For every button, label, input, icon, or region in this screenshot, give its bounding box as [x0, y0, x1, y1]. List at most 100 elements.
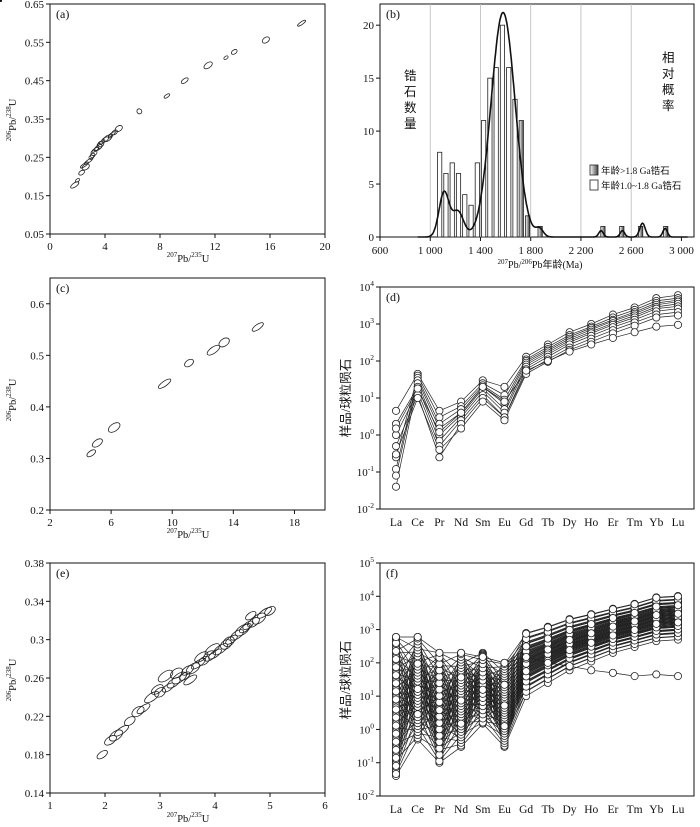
- panel-c-y-axis-label: 206Pb/238U: [5, 378, 19, 421]
- y-tick-label: 0.3: [30, 453, 44, 465]
- series-point: [391, 737, 400, 746]
- panel-e-ticks: 1 2 3 4 5 6 0.14 0.18 0.22 0.26 0.3 0.34 0.38: [25, 558, 329, 812]
- x-tick-label: 10: [167, 517, 179, 529]
- series-point: [674, 601, 683, 610]
- series-point: [630, 625, 639, 634]
- y-tick-label: 10-1: [357, 755, 374, 770]
- x-tick-label: 20: [320, 241, 332, 253]
- x-tick-label: Nd: [454, 804, 468, 816]
- panel-a: (a) 0 4 8 12 16 20 0.05 0.15 0.25 0.35 0.45 0.55 0.6…: [0, 0, 331, 265]
- y-tick-label: 0.15: [25, 191, 45, 203]
- y-tick-label: 104: [359, 588, 374, 603]
- ellipse-point: [183, 674, 198, 686]
- series-point: [543, 623, 552, 632]
- y-tick-label: 104: [359, 279, 374, 294]
- x-tick-label: Tb: [541, 517, 554, 529]
- x-tick-label: 3: [157, 800, 163, 812]
- ellipse-point: [230, 49, 238, 55]
- series-point: [652, 322, 661, 331]
- ellipse-point: [218, 337, 230, 348]
- panel-d-ticks: La Ce Pr Nd Sm Eu Gd Tb Dy Ho Er Tm Yb Lu 10-2 10-1 100 1…: [357, 279, 685, 529]
- x-tick-label: Dy: [563, 517, 577, 529]
- x-tick-label: 1: [47, 800, 53, 812]
- ellipse-point: [157, 378, 172, 389]
- panel-c-x-axis-label: 207Pb/235U: [167, 527, 210, 541]
- panel-f-frame: [379, 562, 695, 797]
- y-tick-label: 5: [369, 179, 375, 191]
- x-tick-label: 600: [372, 245, 389, 257]
- ellipse-point: [96, 750, 108, 760]
- y-tick-label: 102: [359, 353, 374, 368]
- x-tick-label: Sm: [475, 517, 490, 529]
- x-tick-label: Nd: [454, 517, 468, 529]
- series-point: [391, 729, 400, 738]
- panel-f-y-axis-label: 样品/球粒陨石: [338, 641, 353, 719]
- series-point: [674, 311, 683, 320]
- y-tick-label: 0.35: [25, 114, 45, 126]
- y-tick-label: 0.5: [30, 350, 44, 362]
- legend-swatch-gt18: [589, 164, 599, 176]
- x-tick-label: Er: [607, 804, 618, 816]
- series-point: [674, 592, 683, 601]
- x-tick-label: 2: [47, 517, 53, 529]
- panel-a-frame: [49, 3, 326, 235]
- series-point: [391, 406, 400, 415]
- x-tick-label: Yb: [649, 804, 663, 816]
- series-point: [391, 450, 400, 459]
- series-point: [391, 471, 400, 480]
- series-point: [587, 340, 596, 349]
- series-point: [652, 619, 661, 628]
- x-tick-label: Ce: [411, 517, 424, 529]
- series-point: [391, 695, 400, 704]
- series-point: [674, 320, 683, 329]
- x-tick-label: 1 000: [418, 245, 443, 257]
- y-tick-label: 100: [359, 721, 374, 736]
- x-tick-label: Tm: [627, 804, 643, 816]
- panel-c-frame: [49, 277, 326, 511]
- x-tick-label: Lu: [672, 517, 685, 529]
- histogram-bar: [468, 204, 474, 238]
- y-tick-label: 0.65: [25, 0, 45, 11]
- series-point: [391, 721, 400, 730]
- x-tick-label: 6: [108, 517, 114, 529]
- panel-b-x-axis-label: 207Pb/206Pb年龄(Ma): [498, 258, 583, 271]
- series-point: [674, 609, 683, 618]
- y-tick-label: 102: [359, 655, 374, 670]
- y-tick-label: 10-2: [357, 501, 374, 516]
- series-point: [478, 397, 487, 406]
- ellipse-point: [108, 131, 116, 138]
- series-point: [457, 673, 466, 682]
- histogram-bar: [437, 151, 443, 238]
- series-point: [391, 671, 400, 680]
- x-tick-label: La: [390, 517, 402, 529]
- panel-a-x-axis-label: 207Pb/235U: [167, 251, 210, 265]
- series-point: [391, 679, 400, 688]
- y-tick-label: 0.18: [25, 750, 45, 762]
- series-point: [565, 347, 574, 356]
- series-point: [391, 705, 400, 714]
- ellipse-point: [81, 163, 90, 171]
- y-tick-label: 0.34: [25, 596, 45, 608]
- series-point: [457, 696, 466, 705]
- panel-b-probability-curve: [417, 11, 688, 238]
- x-tick-label: Ho: [584, 804, 598, 816]
- series-point: [391, 713, 400, 722]
- series-point: [391, 424, 400, 433]
- series-point: [435, 428, 444, 437]
- series-point: [391, 753, 400, 762]
- series-point: [435, 706, 444, 715]
- ellipse-point: [111, 129, 118, 136]
- x-tick-label: 0: [47, 241, 53, 253]
- series-point: [500, 680, 509, 689]
- x-tick-label: Gd: [519, 804, 533, 816]
- series-point: [674, 618, 683, 627]
- y-tick-label: 0.45: [25, 76, 45, 88]
- ellipse-point: [144, 691, 160, 704]
- y-tick-label: 0.05: [25, 229, 45, 241]
- series-point: [522, 652, 531, 661]
- panel-b: (b) 600 1 000 1 400 1 800 2 200 2 600 3 000 0 5 1…: [363, 3, 695, 271]
- histogram-bar: [537, 226, 543, 238]
